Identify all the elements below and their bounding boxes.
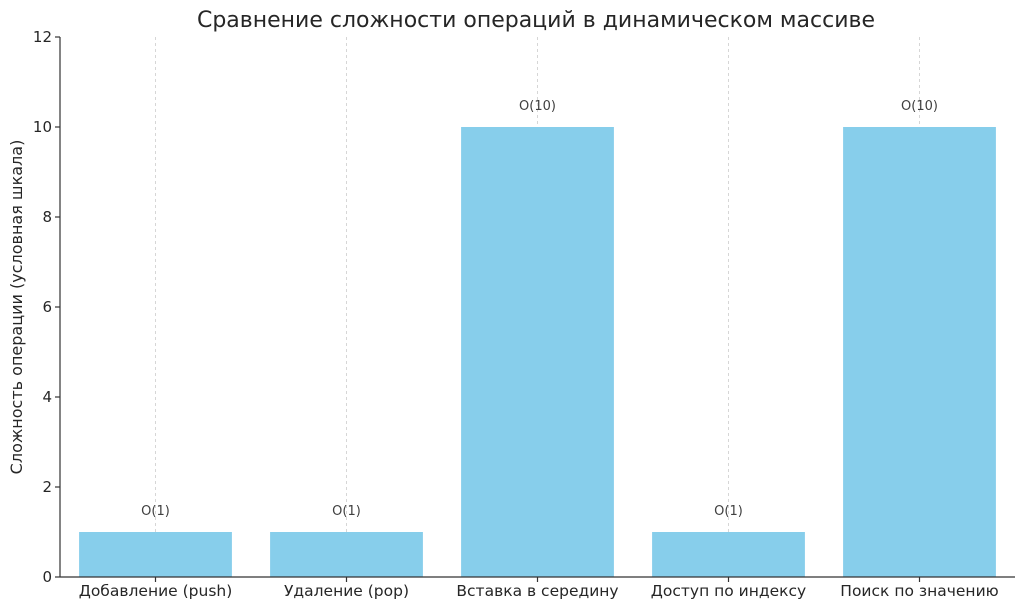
y-tick-label: 6 bbox=[42, 298, 52, 316]
data-label: O(1) bbox=[714, 504, 743, 519]
bar bbox=[843, 127, 996, 577]
y-tick-label: 8 bbox=[42, 208, 52, 226]
chart-title: Сравнение сложности операций в динамичес… bbox=[197, 8, 875, 33]
bars bbox=[79, 127, 996, 577]
data-labels: O(1) O(1) O(10) O(1) O(10) bbox=[141, 99, 938, 519]
data-label: O(1) bbox=[141, 504, 170, 519]
y-tick-label: 12 bbox=[33, 28, 52, 46]
y-tick-label: 0 bbox=[42, 568, 52, 586]
bar bbox=[79, 532, 232, 577]
data-label: O(10) bbox=[901, 99, 938, 114]
x-tick-label: Вставка в середину bbox=[456, 582, 618, 600]
data-label: O(10) bbox=[519, 99, 556, 114]
bar bbox=[652, 532, 805, 577]
data-label: O(1) bbox=[332, 504, 361, 519]
bar bbox=[270, 532, 423, 577]
x-tick-label: Поиск по значению bbox=[840, 582, 998, 600]
y-tick-label: 4 bbox=[42, 388, 52, 406]
x-tick-label: Добавление (push) bbox=[79, 582, 233, 600]
x-tick-label: Доступ по индексу bbox=[651, 582, 806, 600]
y-axis-label: Сложность операции (условная шкала) bbox=[7, 140, 26, 475]
y-tick-label: 2 bbox=[42, 478, 52, 496]
bar bbox=[461, 127, 614, 577]
y-tick-label: 10 bbox=[33, 118, 52, 136]
axes: Добавление (push) Удаление (pop) Вставка в… bbox=[33, 28, 1015, 600]
x-tick-label: Удаление (pop) bbox=[284, 582, 409, 600]
